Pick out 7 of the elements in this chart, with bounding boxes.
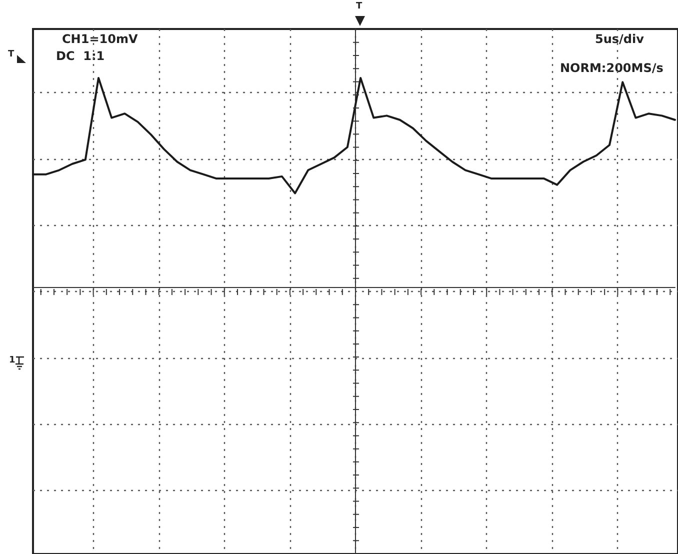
- text: 5us/div: [595, 32, 644, 46]
- text: T: [356, 2, 363, 12]
- text: CH1=10mV: [62, 32, 138, 46]
- text: DC 1:1: [56, 49, 105, 63]
- text: 1: [9, 356, 16, 366]
- text: NORM:200MS/s: [560, 61, 664, 75]
- text: T: [8, 50, 15, 60]
